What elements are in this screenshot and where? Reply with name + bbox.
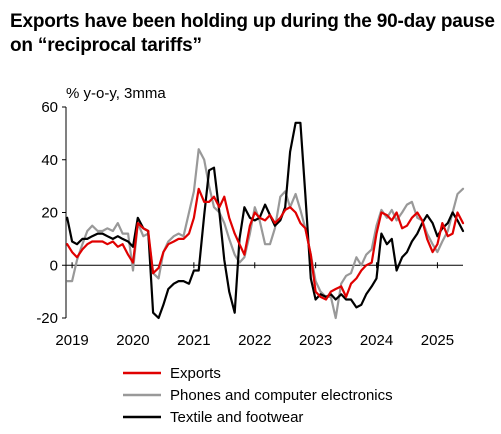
x-tick-label: 2020 — [116, 332, 149, 349]
y-tick-label: 60 — [41, 99, 58, 116]
legend-label: Exports — [170, 365, 221, 382]
series-line-exports — [66, 187, 465, 301]
y-tick-label: 40 — [41, 152, 58, 169]
series-lines — [66, 121, 465, 320]
y-axis-unit-label: % y-o-y, 3mma — [66, 85, 166, 102]
y-tick-label: 0 — [50, 257, 58, 274]
y-tick-label: 20 — [41, 205, 58, 222]
x-tick-label: 2019 — [55, 332, 88, 349]
legend: Exports Phones and computer electronics Te… — [123, 365, 393, 426]
chart-title: Exports have been holding up during the … — [10, 11, 495, 56]
x-tick-label: 2022 — [238, 332, 271, 349]
x-tick-label: 2025 — [421, 332, 454, 349]
y-tick-label: -20 — [36, 310, 58, 327]
x-tick-label: 2024 — [360, 332, 393, 349]
legend-label: Phones and computer electronics — [170, 387, 393, 404]
series-line-textile-and-footwear — [66, 121, 465, 320]
legend-label: Textile and footwear — [170, 409, 303, 426]
x-tick-label: 2021 — [177, 332, 210, 349]
x-tick-label: 2023 — [299, 332, 332, 349]
series-line-phones-and-computer-electronics — [66, 148, 465, 320]
